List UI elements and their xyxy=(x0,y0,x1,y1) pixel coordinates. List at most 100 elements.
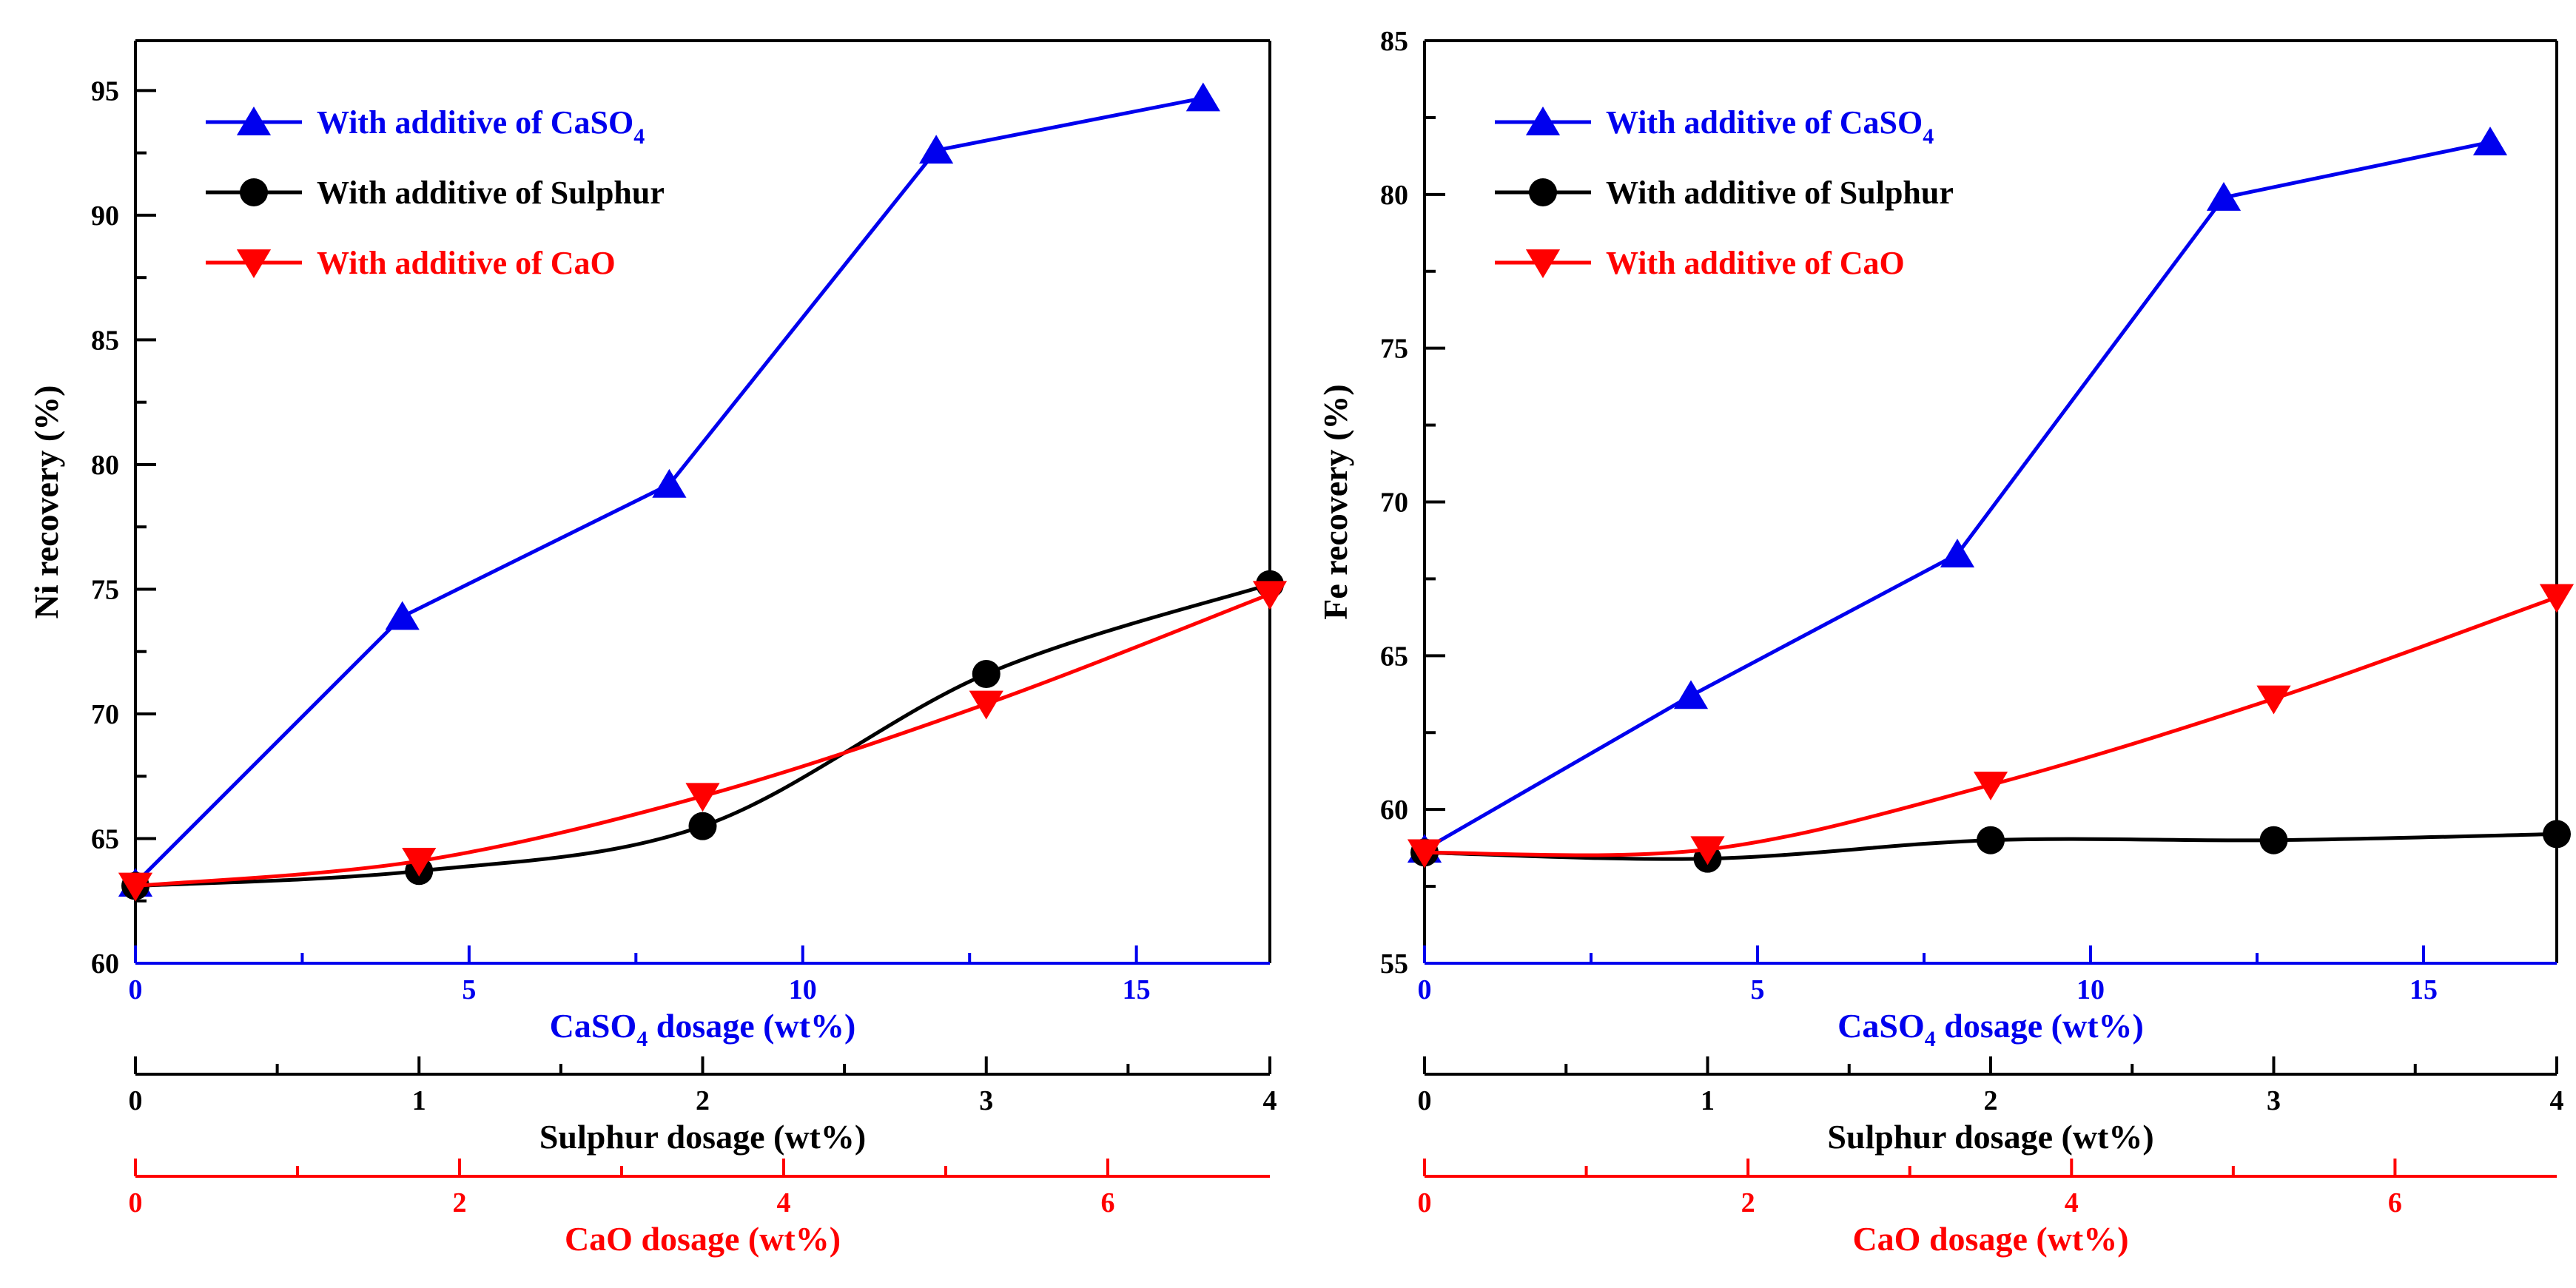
legend-label: With additive of CaO xyxy=(317,245,616,281)
data-point-triangle-up xyxy=(1940,539,1975,568)
legend-label: With additive of CaSO4 xyxy=(317,104,645,149)
y-tick-label: 95 xyxy=(91,75,119,107)
data-point-circle xyxy=(2259,826,2288,854)
data-point-triangle-down xyxy=(1690,836,1725,866)
data-point-triangle-up xyxy=(236,107,272,135)
legend-label: With additive of Sulphur xyxy=(1606,175,1954,211)
y-tick-label: 90 xyxy=(91,200,119,232)
x-tick-label-sulphur: 2 xyxy=(1984,1085,1998,1116)
data-point-triangle-up xyxy=(1525,107,1561,135)
y-tick-label: 80 xyxy=(91,450,119,481)
y-tick-label: 60 xyxy=(1380,795,1408,826)
y-tick-label: 60 xyxy=(91,948,119,980)
data-point-triangle-down xyxy=(1407,839,1442,869)
legend-label: With additive of CaO xyxy=(1606,245,1905,281)
data-point-triangle-down xyxy=(1973,772,2008,800)
series-line-2 xyxy=(135,582,1271,889)
x-tick-label-cao: 2 xyxy=(453,1187,467,1218)
data-point-triangle-up xyxy=(1186,82,1220,112)
legend-label-text: With additive of Sulphur xyxy=(1606,175,1954,211)
x-tick-label-sulphur: 4 xyxy=(2550,1085,2564,1116)
x-tick-label-cao: 0 xyxy=(129,1187,143,1218)
data-point-triangle-up xyxy=(919,135,954,164)
x-tick-label-cao: 0 xyxy=(1418,1187,1432,1218)
x-tick-label-sulphur: 3 xyxy=(2267,1085,2281,1116)
legend-label-text: With additive of CaSO xyxy=(1606,104,1923,141)
data-point-triangle-up xyxy=(652,468,687,498)
data-point-triangle-down xyxy=(2539,584,2575,613)
data-point-triangle-up xyxy=(2472,127,2508,156)
x-axis-label-cao: CaO dosage (wt%) xyxy=(565,1220,841,1258)
x-tick-label-caso4: 15 xyxy=(1123,974,1151,1005)
x-tick-label-sulphur: 4 xyxy=(1263,1085,1277,1116)
legend-label-subscript: 4 xyxy=(633,124,645,149)
x-axis-label-text: CaO dosage (wt%) xyxy=(1852,1220,2128,1258)
data-point-circle xyxy=(2543,820,2571,849)
x-tick-label-cao: 6 xyxy=(2388,1187,2402,1218)
y-axis-label: Ni recovery (%) xyxy=(27,385,65,619)
data-point-triangle-down xyxy=(236,249,272,278)
x-tick-label-cao: 4 xyxy=(777,1187,791,1218)
data-point-triangle-down xyxy=(969,690,1003,720)
series-line-3 xyxy=(135,592,1271,889)
x-tick-label-caso4: 15 xyxy=(2409,974,2438,1005)
y-tick-label: 65 xyxy=(1380,641,1408,672)
y-tick-label: 75 xyxy=(1380,334,1408,365)
y-tick-label: 85 xyxy=(1380,26,1408,57)
legend-label-text: With additive of CaO xyxy=(317,245,616,281)
x-axis-label-text: Sulphur dosage (wt%) xyxy=(539,1118,866,1156)
y-tick-label: 85 xyxy=(91,325,119,356)
data-point-circle xyxy=(1529,178,1557,206)
y-tick-label: 75 xyxy=(91,574,119,605)
legend-label-text: With additive of Sulphur xyxy=(317,175,665,211)
x-tick-label-caso4: 5 xyxy=(462,974,476,1005)
data-point-circle xyxy=(240,178,268,206)
data-point-triangle-up xyxy=(385,601,420,630)
x-axis-label-text: Sulphur dosage (wt%) xyxy=(1827,1118,2153,1156)
x-axis-label-sulphur: Sulphur dosage (wt%) xyxy=(539,1118,866,1156)
data-point-triangle-down xyxy=(402,847,437,877)
x-tick-label-caso4: 10 xyxy=(789,974,817,1005)
x-tick-label-cao: 4 xyxy=(2065,1187,2079,1218)
x-tick-label-cao: 2 xyxy=(1741,1187,1755,1218)
data-point-circle xyxy=(1977,826,2005,854)
x-axis-label-caso4: CaSO4 dosage (wt%) xyxy=(550,1007,856,1051)
data-point-triangle-down xyxy=(1525,249,1561,278)
legend-label-text: With additive of CaSO xyxy=(317,104,633,141)
y-tick-label: 70 xyxy=(91,699,119,730)
x-tick-label-sulphur: 1 xyxy=(412,1085,426,1116)
x-tick-label-sulphur: 2 xyxy=(696,1085,710,1116)
data-point-triangle-down xyxy=(685,783,720,812)
x-axis-label-rest: dosage (wt%) xyxy=(648,1007,855,1045)
series-line-1 xyxy=(1423,140,2491,852)
x-tick-label-sulphur: 0 xyxy=(129,1085,143,1116)
data-point-triangle-down xyxy=(2256,685,2291,715)
y-tick-label: 70 xyxy=(1380,488,1408,519)
data-point-triangle-up xyxy=(2206,181,2242,211)
x-tick-label-caso4: 0 xyxy=(1418,974,1432,1005)
y-tick-label: 55 xyxy=(1380,948,1408,980)
data-point-triangle-down xyxy=(1252,581,1288,610)
x-tick-label-sulphur: 1 xyxy=(1701,1085,1715,1116)
data-point-circle xyxy=(972,660,1001,689)
series-line-3 xyxy=(1424,596,2557,857)
legend-label: With additive of Sulphur xyxy=(317,175,665,211)
x-axis-label-rest: dosage (wt%) xyxy=(1936,1007,2144,1045)
x-tick-label-caso4: 10 xyxy=(2076,974,2105,1005)
x-axis-label-sulphur: Sulphur dosage (wt%) xyxy=(1827,1118,2153,1156)
x-axis-label-subscript: 4 xyxy=(1925,1027,1936,1051)
x-axis-label-subscript: 4 xyxy=(636,1027,648,1051)
x-axis-label-cao: CaO dosage (wt%) xyxy=(1852,1220,2128,1258)
y-tick-label: 80 xyxy=(1380,180,1408,211)
x-tick-label-cao: 6 xyxy=(1101,1187,1115,1218)
data-point-triangle-down xyxy=(118,872,153,902)
y-axis-label: Fe recovery (%) xyxy=(1316,384,1354,619)
x-tick-label-sulphur: 0 xyxy=(1418,1085,1432,1116)
data-point-triangle-up xyxy=(1673,680,1709,709)
x-axis-label-text: CaSO xyxy=(1837,1007,1925,1045)
x-tick-label-caso4: 5 xyxy=(1751,974,1765,1005)
legend-label-text: With additive of CaO xyxy=(1606,245,1905,281)
